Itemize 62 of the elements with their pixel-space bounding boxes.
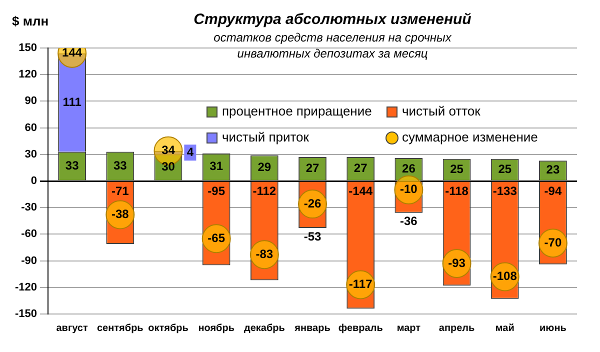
data-label: 33 [113, 158, 128, 172]
data-label: 31 [210, 159, 224, 174]
y-axis-title: $ млн [12, 14, 49, 29]
data-label: -36 [400, 214, 418, 228]
data-label: 144 [62, 46, 82, 60]
legend-label: чистый приток [222, 130, 310, 145]
data-label: -108 [492, 269, 518, 284]
data-label: -112 [252, 184, 276, 198]
x-tick-label: декабрь [244, 322, 285, 334]
x-tick-label: апрель [438, 322, 475, 334]
y-tick-label: 0 [30, 175, 38, 188]
data-label: -65 [208, 230, 226, 245]
chart-subtitle: остатков средств населения на срочных инвалютных депозитах за месяц [214, 30, 452, 60]
x-tick-label: ноябрь [198, 322, 234, 334]
data-label: 27 [306, 160, 320, 175]
y-tick-label: 30 [24, 148, 38, 160]
data-label: -10 [400, 182, 418, 196]
data-label: -117 [348, 277, 373, 292]
data-label: 34 [162, 143, 176, 158]
data-label: 33 [65, 158, 80, 172]
data-label: -53 [304, 229, 322, 244]
legend-label: чистый отток [402, 104, 481, 119]
x-tick-label: июнь [540, 322, 566, 334]
data-label: 4 [186, 144, 194, 159]
y-tick-label: -150 [14, 308, 38, 320]
data-label: 30 [162, 160, 176, 174]
data-label: 23 [546, 162, 560, 177]
y-tick-label: -120 [14, 281, 38, 294]
data-label: -70 [544, 235, 562, 250]
y-tick-label: 90 [24, 95, 38, 108]
x-tick-label: май [495, 322, 514, 334]
data-label: 111 [62, 94, 82, 109]
y-tick-label: -30 [21, 202, 38, 214]
x-tick-label: январь [294, 322, 330, 334]
data-label: -94 [544, 184, 562, 198]
x-tick-label: февраль [338, 322, 383, 334]
data-label: -71 [111, 184, 130, 198]
legend-label: суммарное изменение [402, 130, 538, 145]
data-label: -95 [208, 184, 226, 198]
data-label: 27 [354, 160, 368, 175]
data-label: -118 [445, 184, 469, 198]
y-tick-label: 60 [24, 122, 38, 134]
data-label: -38 [111, 207, 130, 222]
data-label: -133 [492, 184, 518, 198]
x-tick-label: сентябрь [96, 322, 144, 334]
data-label: -144 [348, 184, 373, 198]
data-label: -93 [448, 256, 466, 270]
chart-title: Структура абсолютных изменений [194, 11, 472, 28]
y-tick-label: 120 [18, 68, 38, 81]
data-label: 29 [258, 160, 272, 174]
legend-label: процентное приращение [222, 104, 372, 119]
y-tick-label: -60 [21, 228, 38, 240]
data-label: -26 [304, 196, 322, 210]
y-tick-label: -90 [21, 254, 38, 267]
data-label: 25 [450, 162, 464, 176]
x-tick-label: март [396, 322, 421, 334]
data-label: 25 [498, 162, 512, 176]
y-tick-label: 150 [18, 42, 38, 54]
data-label: -83 [256, 246, 274, 261]
data-label: 26 [402, 161, 416, 176]
x-tick-label: август [56, 322, 88, 334]
x-tick-label: октябрь [148, 322, 188, 334]
